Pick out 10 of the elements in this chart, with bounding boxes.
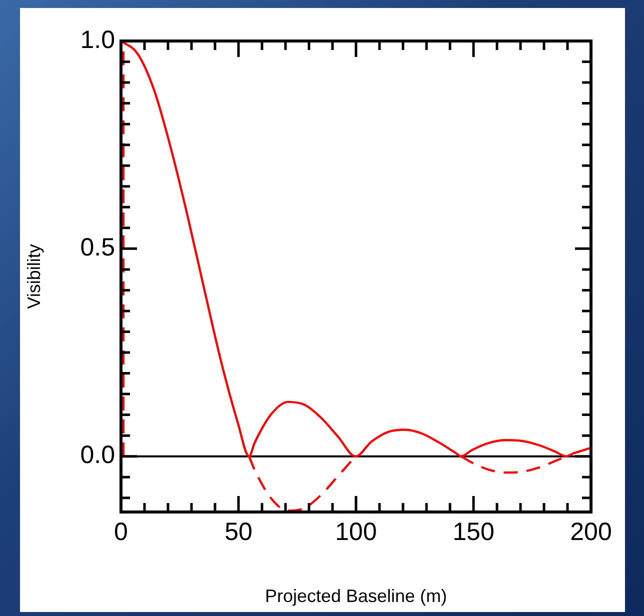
y-tick-label: 1.0 (80, 26, 115, 54)
y-tick-label: 0.5 (80, 234, 115, 262)
y-axis-title: Visibility (24, 244, 44, 309)
x-tick-label: 0 (114, 518, 128, 546)
x-tick-label: 50 (224, 518, 252, 546)
x-tick-label: 150 (452, 518, 494, 546)
y-tick-label: 0.0 (80, 441, 115, 470)
x-tick-label: 200 (570, 518, 612, 546)
x-axis-title: Projected Baseline (m) (264, 586, 448, 606)
x-tick-label: 100 (335, 518, 377, 546)
